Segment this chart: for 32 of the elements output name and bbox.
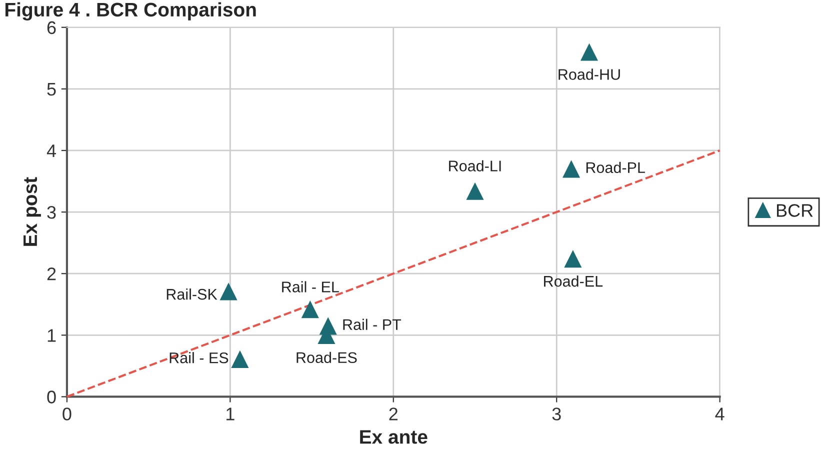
y-tick-label: 1: [48, 329, 56, 342]
x-tick-label: 2: [389, 408, 398, 420]
annotation: Rail - EL: [282, 281, 339, 292]
annotation: Rail - ES: [170, 352, 228, 364]
legend-label: BCR: [777, 204, 813, 217]
y-tick-label: 5: [47, 83, 56, 96]
point: [231, 350, 249, 368]
y-tick-label: 0: [47, 390, 56, 404]
point: [220, 282, 238, 300]
y-tick-label: 2: [47, 268, 56, 280]
annotation: Rail-SK: [166, 288, 218, 300]
annotation: Road-PL: [586, 162, 645, 174]
x-tick-label: 4: [715, 408, 724, 420]
chart-title: Figure 4 . BCR Comparison: [5, 2, 256, 20]
x-tick-label: 1: [226, 408, 234, 420]
x-tick-label: 3: [552, 408, 561, 420]
point: [562, 160, 580, 178]
point: [466, 182, 484, 200]
y-tick-label: 6: [47, 21, 56, 34]
annotation: Road-HU: [558, 68, 620, 80]
point: [301, 300, 319, 318]
annotation: Road-EL: [544, 275, 603, 287]
annotation: Road-LI: [449, 160, 501, 172]
x-tick-label: 0: [62, 408, 72, 420]
y-tick-label: 3: [47, 206, 56, 219]
point: [564, 250, 582, 268]
annotation: Rail - PT: [343, 318, 402, 330]
annotation: Road-ES: [296, 352, 357, 364]
x-axis-title: Ex ante: [360, 430, 428, 444]
point: [580, 43, 598, 61]
y-tick-label: 4: [46, 144, 56, 158]
y-axis-title: Ex post: [24, 177, 41, 246]
